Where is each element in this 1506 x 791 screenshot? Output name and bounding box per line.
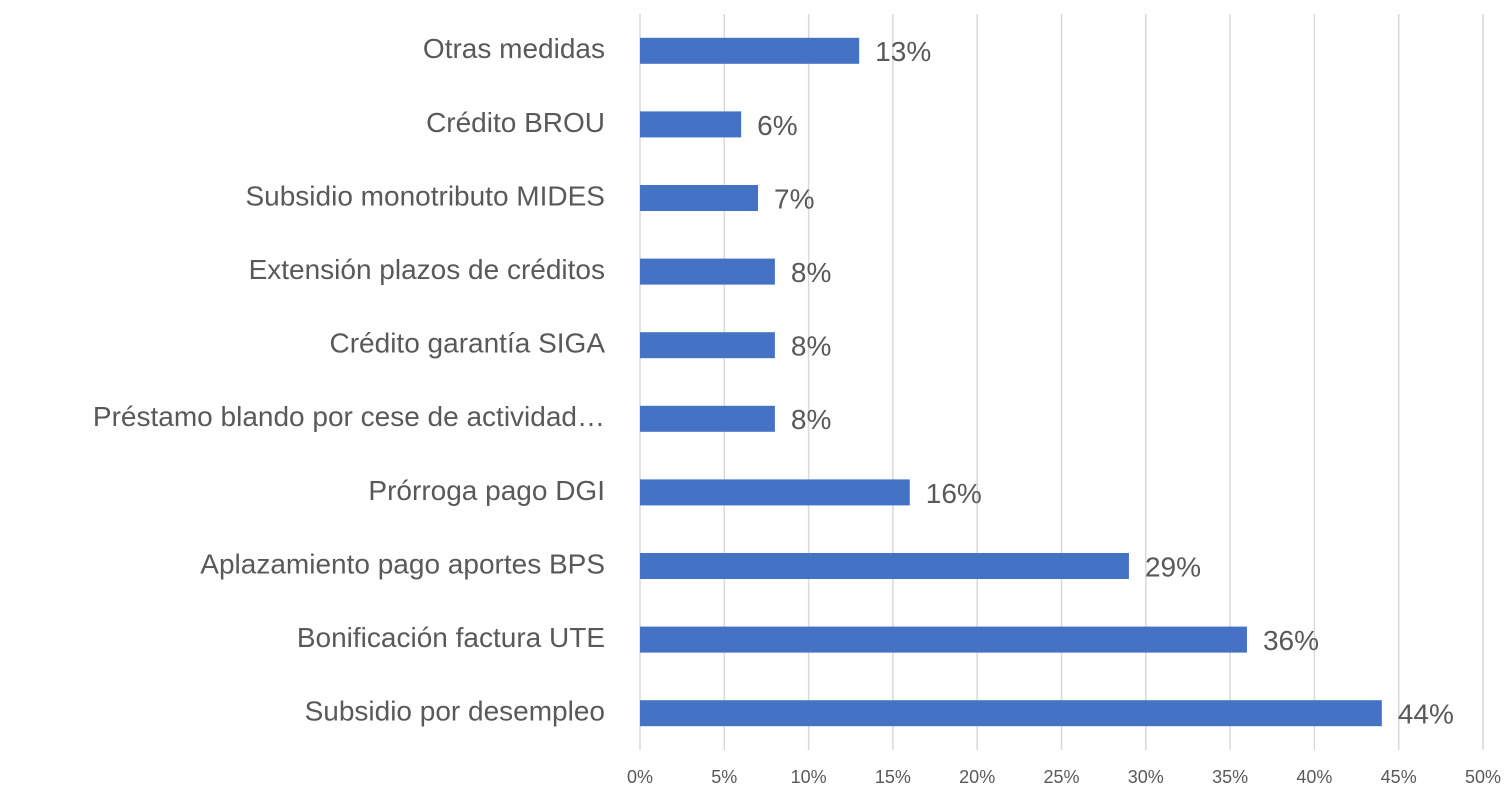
bar — [640, 185, 759, 211]
data-label: 8% — [791, 404, 831, 435]
y-tick-label: Subsidio monotributo MIDES — [245, 180, 605, 211]
y-tick-label: Aplazamiento pago aportes BPS — [200, 548, 605, 579]
data-label: 8% — [791, 257, 831, 288]
y-tick-label: Crédito garantía SIGA — [330, 328, 606, 359]
data-label: 7% — [774, 183, 814, 214]
x-tick-label: 0% — [627, 767, 653, 787]
x-tick-label: 30% — [1128, 767, 1164, 787]
bar — [640, 553, 1129, 579]
x-tick-label: 15% — [875, 767, 911, 787]
x-tick-label: 40% — [1296, 767, 1332, 787]
x-tick-label: 35% — [1212, 767, 1248, 787]
y-tick-label: Subsidio por desempleo — [305, 696, 605, 727]
y-tick-label: Prórroga pago DGI — [368, 475, 605, 506]
data-label: 8% — [791, 331, 831, 362]
y-tick-label: Otras medidas — [423, 33, 605, 64]
bar — [640, 626, 1247, 653]
bar — [640, 479, 910, 506]
bar — [640, 700, 1382, 727]
x-tick-label: 20% — [959, 767, 995, 787]
bar — [640, 37, 860, 64]
x-tick-label: 5% — [711, 767, 737, 787]
y-tick-label: Crédito BROU — [426, 107, 605, 138]
data-label: 6% — [757, 110, 797, 141]
bar — [640, 332, 775, 359]
y-tick-label: Bonificación factura UTE — [297, 622, 605, 653]
data-label: 16% — [926, 478, 982, 509]
data-label: 36% — [1263, 625, 1319, 656]
data-label: 29% — [1145, 551, 1201, 582]
data-label: 13% — [875, 36, 931, 67]
x-tick-label: 50% — [1465, 767, 1501, 787]
y-tick-label: Préstamo blando por cese de actividad… — [93, 401, 605, 432]
bar — [640, 111, 742, 138]
x-tick-label: 10% — [791, 767, 827, 787]
bar — [640, 258, 775, 285]
x-tick-label: 45% — [1381, 767, 1417, 787]
x-tick-label: 25% — [1043, 767, 1079, 787]
data-label: 44% — [1398, 699, 1454, 730]
y-tick-label: Extensión plazos de créditos — [249, 254, 605, 285]
bar — [640, 405, 775, 432]
